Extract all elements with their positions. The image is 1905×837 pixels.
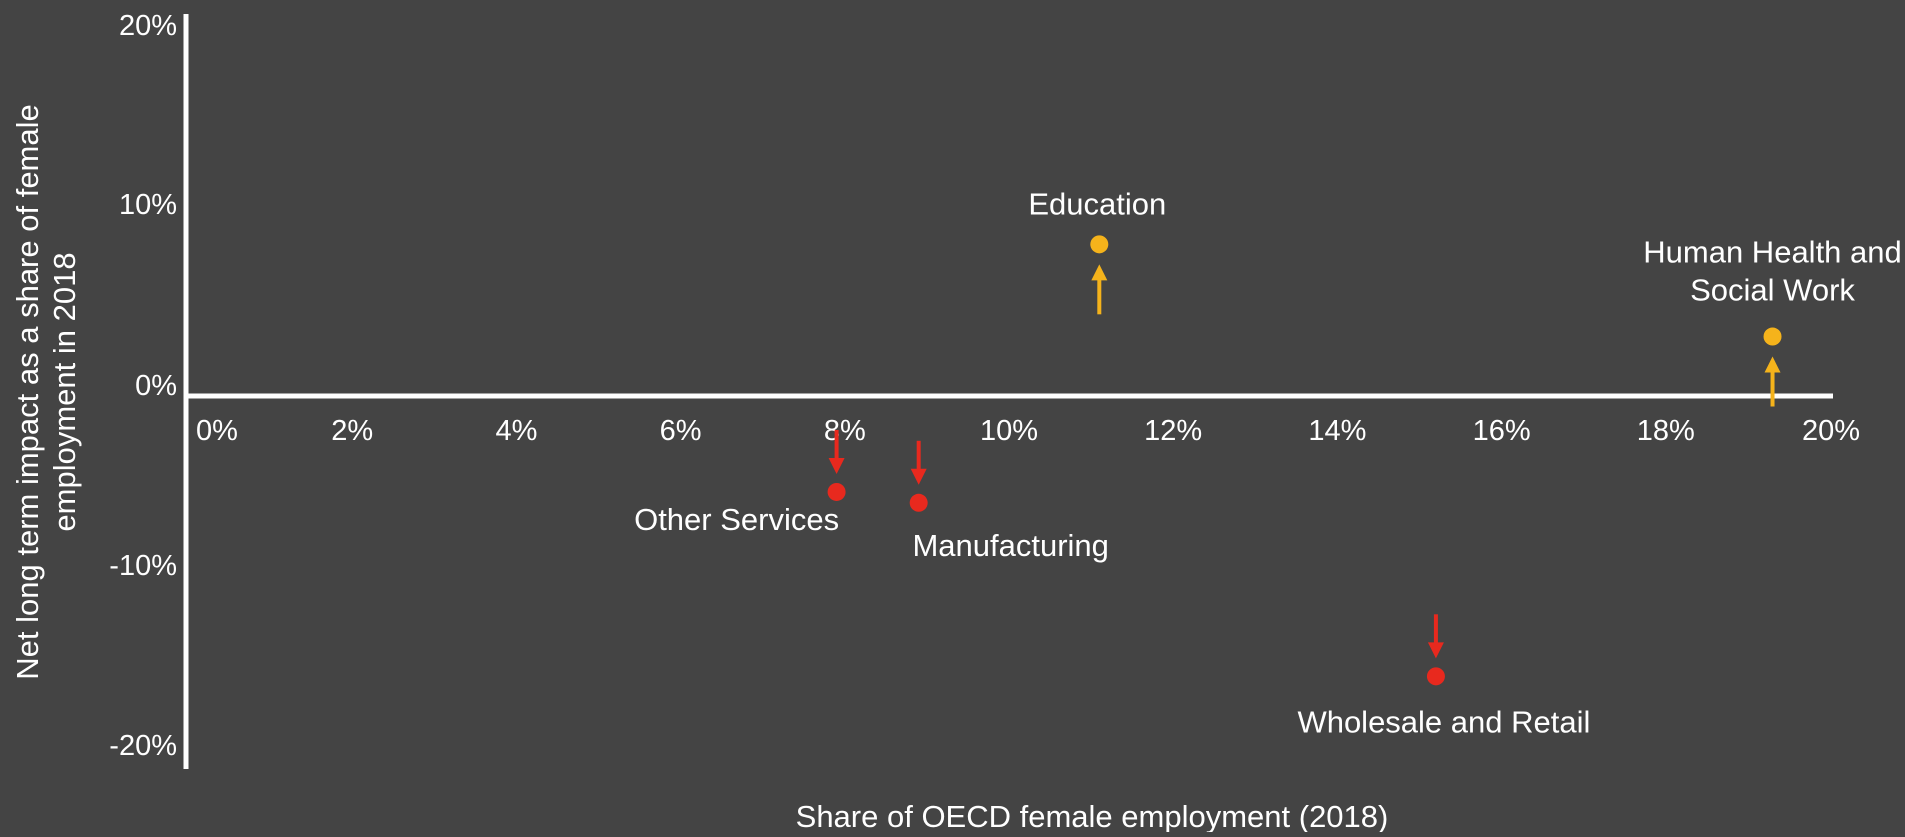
data-point-group: Wholesale and Retail: [1297, 614, 1590, 739]
data-point-label: Wholesale and Retail: [1297, 704, 1590, 739]
y-tick-label: -10%: [109, 550, 177, 582]
x-tick-labels: 0% 2% 4% 6% 8% 10% 12% 14% 16% 18% 20%: [196, 415, 1860, 447]
data-point-group: Education: [1028, 186, 1166, 315]
y-tick-label: 0%: [135, 370, 177, 402]
x-tick-label: 6%: [660, 415, 702, 447]
y-tick-label: -20%: [109, 730, 177, 762]
data-point: [1426, 667, 1445, 686]
y-axis-title-line-1: Net long term impact as a share of femal…: [10, 104, 45, 679]
y-tick-label: 10%: [119, 189, 177, 221]
y-axis-title: Net long term impact as a share of femal…: [10, 104, 82, 679]
y-tick-label: 20%: [119, 10, 177, 42]
x-tick-label: 4%: [495, 415, 537, 447]
data-point: [1763, 327, 1782, 346]
data-point-label: Human Health and: [1643, 235, 1902, 270]
arrow-head-up: [1091, 264, 1108, 281]
x-tick-label: 2%: [331, 415, 373, 447]
arrow-head-down: [910, 468, 927, 485]
data-point: [1090, 235, 1109, 254]
x-tick-label: 18%: [1637, 415, 1695, 447]
data-point: [827, 482, 846, 501]
data-points: Other Services Manufacturing Education Whol…: [634, 186, 1902, 739]
x-tick-label: 0%: [196, 415, 238, 447]
x-tick-label: 12%: [1144, 415, 1202, 447]
data-point: [909, 493, 928, 512]
data-point-label: Education: [1028, 186, 1166, 221]
x-tick-label: 8%: [824, 415, 866, 447]
x-tick-label: 14%: [1308, 415, 1366, 447]
data-point-group: Manufacturing: [909, 440, 1109, 563]
y-axis-title-line-2: employment in 2018: [47, 252, 82, 531]
data-point-group: Other Services: [634, 429, 846, 537]
data-point-label: Manufacturing: [912, 528, 1108, 563]
arrow-head-down: [1427, 642, 1444, 659]
x-axis-title: Share of OECD female employment (2018): [796, 799, 1389, 832]
x-tick-label: 20%: [1802, 415, 1860, 447]
x-tick-label: 10%: [980, 415, 1038, 447]
y-tick-labels: 20% 10% 0% -10% -20%: [109, 10, 177, 762]
data-point-label: Social Work: [1690, 273, 1855, 308]
data-point-label: Other Services: [634, 502, 839, 537]
arrow-head-down: [828, 457, 845, 474]
x-tick-label: 16%: [1473, 415, 1531, 447]
arrow-head-up: [1764, 356, 1781, 373]
